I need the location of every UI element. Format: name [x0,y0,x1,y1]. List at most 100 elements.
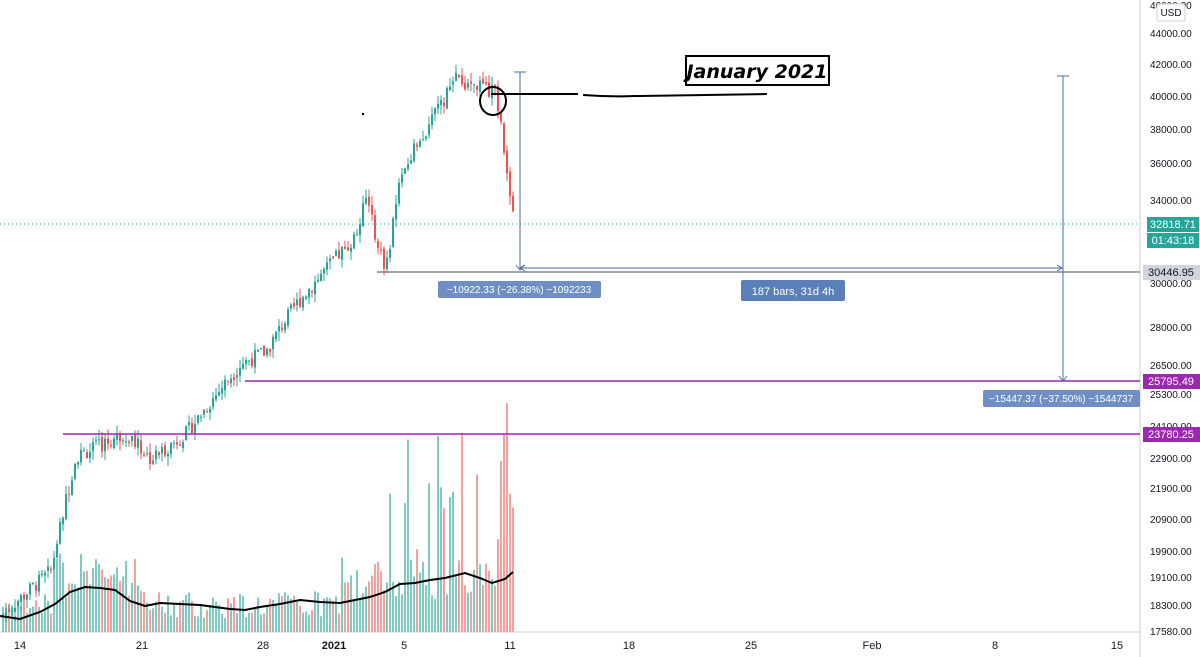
candle-body [476,85,478,90]
price-axis-label: 18300.00 [1150,601,1192,612]
price-tag-level-1: 25795.49 [1143,374,1200,389]
date-axis[interactable]: 14 21 28 2021 5 11 18 25 Feb 8 15 [14,640,1123,652]
candle-body [194,423,196,434]
volume-bar [86,570,88,632]
price-axis-label: 28000.00 [1150,323,1192,334]
candle-body [500,112,502,122]
volume-bar [335,596,337,632]
candle-body [47,566,49,571]
annotation-title-box [685,55,830,86]
volume-bar [347,582,349,632]
hand-drawn-annotation[interactable]: January 2021 [361,55,830,116]
volume-bar [443,507,445,632]
price-axis[interactable]: 46000.0044000.0042000.0040000.0038000.00… [1150,1,1192,638]
price-axis-label: 40000.00 [1150,92,1192,103]
candle-body [497,85,499,112]
candle-body [14,607,16,612]
volume-moving-average-line [0,571,514,621]
measure-tool-1[interactable] [514,71,1063,272]
candle-body [2,614,4,616]
pointer-line-2 [582,93,768,98]
candle-body [149,452,151,465]
volume-bar [425,585,427,632]
volume-bar [269,598,271,632]
volume-bar [167,595,169,632]
price-tag-countdown: 01:43:18 [1147,233,1199,248]
volume-bar [389,493,391,632]
candle-body [272,336,274,350]
candle-body [224,379,226,391]
volume-bar [308,614,310,632]
volume-bar [107,578,109,632]
volume-bar [365,586,367,632]
candle-body [353,234,355,249]
plot-area[interactable] [0,0,1140,632]
candle-body [98,439,100,441]
volume-bar [155,601,157,632]
volume-bar [473,569,475,632]
candle-body [260,348,262,350]
candle-body [92,442,94,452]
measure-label-drop-1-text: −10922.33 (−26.38%) −1092233 [447,285,592,296]
volume-bar [434,598,436,632]
candle-body [278,326,280,332]
price-axis-label: 36000.00 [1150,159,1192,170]
volume-bar [398,581,400,632]
candle-body [416,144,418,147]
candle-body [341,247,343,260]
volume-bar [134,558,136,632]
candle-body [200,416,202,418]
volume-bar [200,604,202,632]
candle-body [485,82,487,84]
candle-body [275,331,277,340]
candle-body [383,248,385,269]
candle-body [305,296,307,299]
volume-bar [395,595,397,632]
volume-bar [140,591,142,632]
candle-body [398,182,400,204]
candle-body [443,102,445,107]
candle-body [20,594,22,603]
candle-body [434,108,436,114]
volume-bar [119,580,121,632]
price-axis-label: 19900.00 [1150,547,1192,558]
candle-body [338,250,340,259]
candle-body [230,378,232,384]
volume-bar [152,608,154,632]
measure-label-drop-2: −15447.37 (−37.50%) −1544737 [983,390,1140,407]
volume-bar [41,612,43,632]
volume-bar [428,483,430,632]
volume-bar [80,554,82,632]
measure-tool-2[interactable] [1057,75,1069,382]
volume-bar [89,584,91,632]
volume-bar [77,587,79,632]
volume-bar [173,602,175,632]
candle-body [395,203,397,220]
price-axis-label: 22900.00 [1150,454,1192,465]
currency-badge[interactable]: USD [1156,3,1186,22]
candle-body [62,517,64,525]
candle-body [182,442,184,449]
candle-body [296,299,298,306]
volume-bar [236,613,238,632]
candle-body [44,572,46,576]
volume-bar [356,570,358,632]
volume-bar [500,460,502,632]
candle-body [323,269,325,274]
volume-bar [194,615,196,632]
volume-bar [374,564,376,632]
measure-2-arrow [1058,375,1068,382]
volume-bar [218,605,220,632]
candle-body [356,234,358,236]
candle-body [77,462,79,465]
volume-bar [449,496,451,632]
volume-bar [464,585,466,632]
candle-body [377,241,379,248]
candle-body [464,83,466,90]
volume-bar [305,611,307,632]
candle-body [137,438,139,448]
candle-body [119,434,121,442]
candle-body [140,440,142,454]
volume-bar [479,564,481,632]
